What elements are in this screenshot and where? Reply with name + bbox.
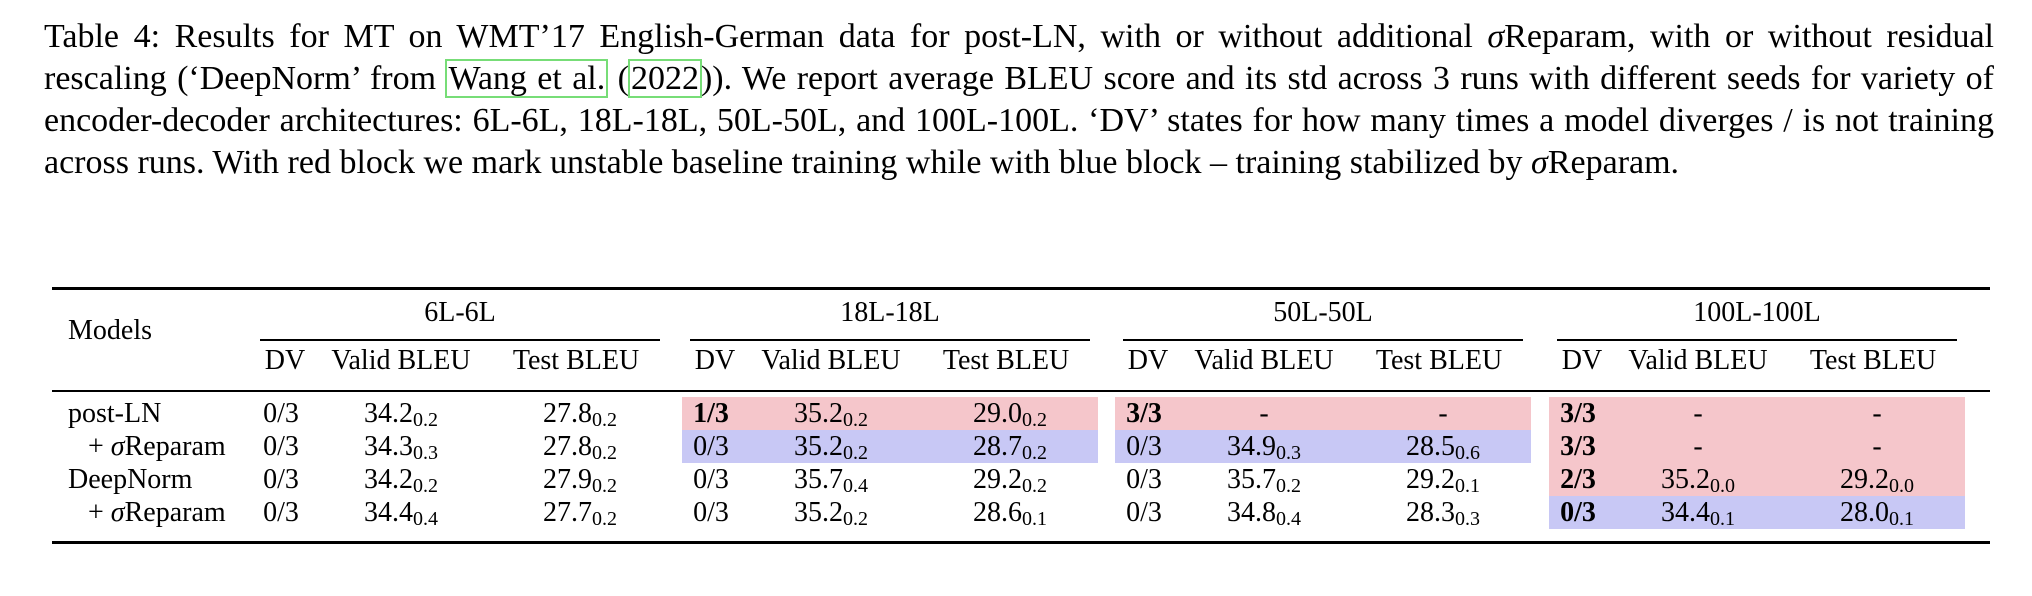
table-caption: Table 4: Results for MT on WMT’17 Englis…	[44, 16, 1994, 184]
table-cell: 0/3	[1126, 497, 1162, 528]
citation-link-year[interactable]: 2022	[627, 59, 702, 98]
sub-header-valid-bleu: Valid BLEU	[1194, 345, 1334, 376]
group-header-50l-50l: 50L-50L	[1273, 297, 1373, 328]
caption-text-1: Table 4: Results for MT on WMT’17 Englis…	[44, 18, 1488, 55]
table-cell: 28.00.1	[1789, 496, 1965, 529]
sub-header-valid-bleu: Valid BLEU	[761, 345, 901, 376]
table-cell: 0/3	[263, 431, 299, 462]
table-cell: 27.80.2	[543, 398, 617, 431]
table-cell: 34.40.1	[1607, 496, 1789, 529]
table-cell: 3/3	[1549, 430, 1607, 463]
table-cell: 27.80.2	[543, 431, 617, 464]
table-cell: 0/3	[1126, 464, 1162, 495]
table-bottom-rule	[52, 541, 1990, 544]
table-cell: 28.50.6	[1355, 430, 1531, 463]
sub-header-dv: DV	[1127, 345, 1169, 376]
table-cell: 0/3	[263, 497, 299, 528]
table-cell: 29.20.1	[1406, 464, 1480, 497]
models-header: Models	[68, 315, 152, 346]
sub-header-test-bleu: Test BLEU	[512, 345, 640, 376]
table-cell: 28.60.1	[973, 497, 1047, 530]
group-underline	[1557, 339, 1957, 341]
table-cell: 0/3	[682, 430, 740, 463]
table-cell: 34.30.3	[364, 431, 438, 464]
sub-header-test-bleu: Test BLEU	[942, 345, 1070, 376]
table-cell: -	[1355, 397, 1531, 430]
table-cell: 0/3	[1115, 430, 1173, 463]
table-cell: 35.70.4	[794, 464, 868, 497]
table-cell: 29.20.0	[1789, 463, 1965, 496]
sub-header-dv: DV	[1561, 345, 1603, 376]
table-cell: 0/3	[263, 398, 299, 429]
table-cell: 3/3	[1549, 397, 1607, 430]
table-cell: -	[1789, 397, 1965, 430]
table-cell: 34.80.4	[1227, 497, 1301, 530]
sub-header-valid-bleu: Valid BLEU	[331, 345, 471, 376]
model-name: post-LN	[68, 398, 162, 429]
table-cell: 28.70.2	[922, 430, 1098, 463]
table-header-rule	[52, 390, 1990, 392]
sigma-symbol: σ	[1487, 18, 1505, 55]
table-cell: -	[1607, 430, 1789, 463]
caption-text-4: Reparam.	[1547, 144, 1680, 181]
citation-link-author[interactable]: Wang et al.	[445, 59, 609, 98]
sub-header-test-bleu: Test BLEU	[1375, 345, 1503, 376]
table-cell: 35.70.2	[1227, 464, 1301, 497]
table-cell: -	[1607, 397, 1789, 430]
table-cell: 34.40.4	[364, 497, 438, 530]
table-cell: -	[1173, 397, 1355, 430]
group-underline	[690, 339, 1090, 341]
table-cell: 34.90.3	[1173, 430, 1355, 463]
table-cell: 35.20.2	[740, 397, 922, 430]
table-cell: 35.20.2	[740, 430, 922, 463]
table-cell: 34.20.2	[364, 464, 438, 497]
table-cell: 0/3	[263, 464, 299, 495]
table-cell: 2/3	[1549, 463, 1607, 496]
table-cell: 1/3	[682, 397, 740, 430]
group-underline	[260, 339, 660, 341]
table-cell: 0/3	[693, 464, 729, 495]
table-cell: 28.30.3	[1406, 497, 1480, 530]
sub-header-dv: DV	[694, 345, 736, 376]
table-cell: 29.00.2	[922, 397, 1098, 430]
table-cell: 0/3	[1549, 496, 1607, 529]
sub-header-dv: DV	[264, 345, 306, 376]
group-underline	[1123, 339, 1523, 341]
table-cell: 34.20.2	[364, 398, 438, 431]
group-header-6l-6l: 6L-6L	[424, 297, 496, 328]
sigma-symbol: σ	[1531, 144, 1548, 181]
caption-paren-open: (	[607, 60, 629, 97]
model-name: + σReparam	[88, 497, 226, 528]
table-top-rule	[52, 287, 1990, 290]
table-cell: 35.20.0	[1607, 463, 1789, 496]
sub-header-valid-bleu: Valid BLEU	[1628, 345, 1768, 376]
sub-header-test-bleu: Test BLEU	[1809, 345, 1937, 376]
table-cell: 3/3	[1115, 397, 1173, 430]
table-cell: 29.20.2	[973, 464, 1047, 497]
group-header-18l-18l: 18L-18L	[840, 297, 940, 328]
caption-text-3: )). We report average BLEU score and its…	[44, 60, 1995, 181]
table-cell: 27.70.2	[543, 497, 617, 530]
table-cell: 27.90.2	[543, 464, 617, 497]
table-cell: -	[1789, 430, 1965, 463]
group-header-100l-100l: 100L-100L	[1693, 297, 1821, 328]
model-name: DeepNorm	[68, 464, 193, 495]
table-cell: 35.20.2	[794, 497, 868, 530]
table-cell: 0/3	[693, 497, 729, 528]
caption-text-2: Reparam, with or without residual rescal…	[44, 18, 1994, 97]
model-name: + σReparam	[88, 431, 226, 462]
